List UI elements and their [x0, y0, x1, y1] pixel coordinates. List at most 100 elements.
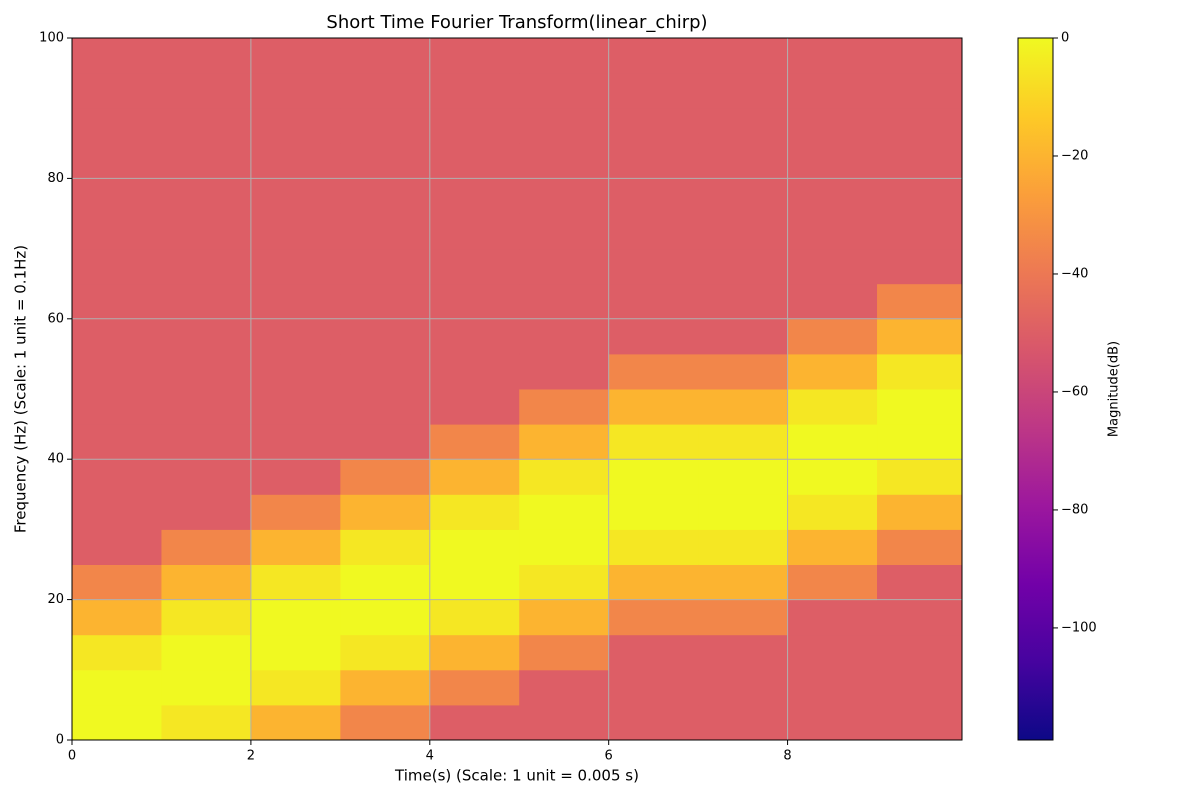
heatmap-cell [698, 143, 789, 179]
heatmap-cell [72, 143, 162, 179]
heatmap-cell [161, 459, 252, 495]
y-tick-label: 20 [47, 592, 64, 607]
heatmap-cell [698, 108, 789, 144]
heatmap-cell [519, 599, 610, 636]
heatmap-cell [161, 704, 252, 740]
heatmap-cell [698, 494, 789, 530]
heatmap-cell [340, 73, 431, 109]
heatmap-cell [519, 494, 610, 530]
heatmap-cell [161, 283, 252, 320]
heatmap-cell [250, 494, 341, 530]
heatmap-cell [608, 529, 699, 565]
heatmap-cell [340, 38, 431, 74]
heatmap-cell [429, 178, 520, 214]
colorbar-label: Magnitude(dB) [1107, 341, 1122, 437]
heatmap-cell [161, 178, 252, 214]
heatmap-cell [698, 178, 789, 214]
heatmap-cell [877, 459, 962, 495]
heatmap-cell [608, 459, 699, 495]
y-axis-label: Frequency (Hz) (Scale: 1 unit = 0.1Hz) [12, 245, 30, 533]
heatmap-cell [72, 38, 162, 74]
heatmap-cell [608, 669, 699, 706]
heatmap-cell [429, 108, 520, 144]
heatmap-cell [161, 38, 252, 74]
heatmap-cell [787, 599, 878, 636]
x-tick-label: 2 [247, 749, 255, 764]
heatmap-cell [250, 564, 341, 601]
heatmap-cell [429, 389, 520, 425]
heatmap-cell [698, 704, 789, 740]
heatmap-cell [250, 459, 341, 495]
heatmap-cell [429, 599, 520, 636]
heatmap-cell [519, 73, 610, 109]
heatmap-cell [787, 108, 878, 144]
heatmap-cell [72, 353, 162, 390]
heatmap-cell [698, 599, 789, 636]
x-axis-label: Time(s) (Scale: 1 unit = 0.005 s) [394, 767, 639, 785]
heatmap-cell [340, 108, 431, 144]
heatmap-cell [429, 634, 520, 671]
heatmap-cell [608, 599, 699, 636]
heatmap-cell [787, 704, 878, 740]
y-tick-label: 80 [47, 171, 64, 186]
heatmap-cell [72, 283, 162, 320]
heatmap-cell [519, 353, 610, 390]
heatmap-cell [519, 248, 610, 285]
heatmap-cell [340, 424, 431, 460]
heatmap-cell [698, 213, 789, 250]
heatmap-cell [161, 494, 252, 530]
heatmap-cell [161, 669, 252, 706]
heatmap-cell [161, 108, 252, 144]
heatmap-cell [161, 634, 252, 671]
heatmap-cell [340, 213, 431, 250]
heatmap-cell [698, 669, 789, 706]
heatmap-cell [340, 283, 431, 320]
heatmap-cell [161, 353, 252, 390]
heatmap-cell [429, 424, 520, 460]
heatmap-cell [250, 38, 341, 74]
plot-frame [71, 37, 963, 741]
heatmap-cell [519, 178, 610, 214]
heatmap-cell [877, 669, 962, 706]
heatmap-cell [877, 353, 962, 390]
x-tick-label: 4 [426, 749, 434, 764]
heatmap-cell [698, 73, 789, 109]
heatmap-cell [787, 459, 878, 495]
heatmap-cell [787, 73, 878, 109]
heatmap-cell [519, 704, 610, 740]
heatmap-cell [608, 108, 699, 144]
heatmap-cell [340, 494, 431, 530]
heatmap-cell [787, 389, 878, 425]
heatmap-cell [787, 424, 878, 460]
heatmap-cell [250, 353, 341, 390]
x-tick-label: 0 [68, 749, 76, 764]
heatmap-cell [340, 704, 431, 740]
x-tick-label: 8 [783, 749, 791, 764]
heatmap-cell [340, 318, 431, 355]
heatmap-cell [787, 564, 878, 601]
heatmap-cell [72, 599, 162, 636]
heatmap-cell [877, 318, 962, 355]
heatmap-cell [877, 704, 962, 740]
heatmap-cell [877, 634, 962, 671]
heatmap-cell [877, 213, 962, 250]
heatmap-cell [161, 248, 252, 285]
heatmap-cell [250, 178, 341, 214]
heatmap-cell [519, 108, 610, 144]
heatmap-cell [340, 564, 431, 601]
heatmap-cell [608, 178, 699, 214]
heatmap-cell [429, 248, 520, 285]
heatmap-cell [340, 178, 431, 214]
heatmap-cell [877, 73, 962, 109]
colorbar-tick-label: 0 [1061, 31, 1069, 46]
heatmap-cell [161, 529, 252, 565]
heatmap-cell [608, 143, 699, 179]
heatmap-cell [519, 213, 610, 250]
heatmap-cell [161, 599, 252, 636]
heatmap-cell [340, 143, 431, 179]
heatmap-cell [340, 353, 431, 390]
heatmap-cell [250, 108, 341, 144]
heatmap-cell [608, 353, 699, 390]
heatmap-cell [519, 564, 610, 601]
heatmap-cell [72, 634, 162, 671]
